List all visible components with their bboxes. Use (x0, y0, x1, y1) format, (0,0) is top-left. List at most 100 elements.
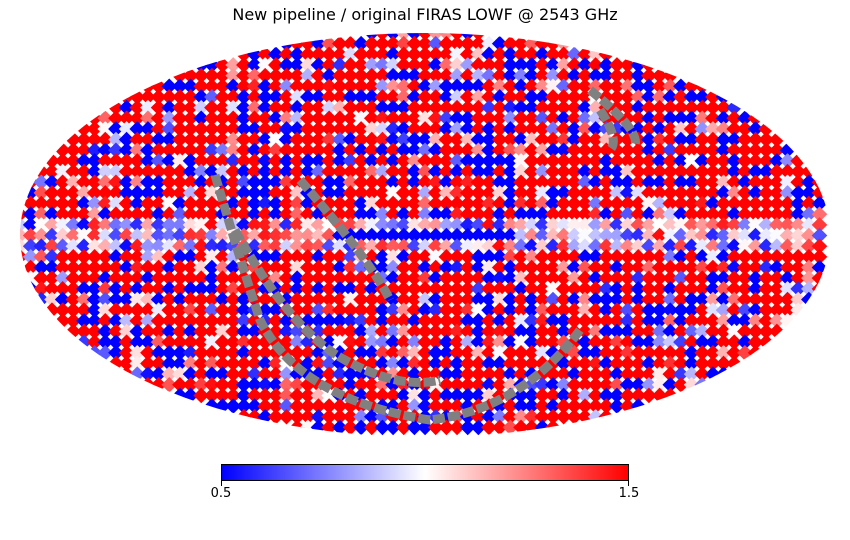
map-pixel (459, 227, 476, 244)
map-pixel (438, 174, 455, 191)
map-pixel (289, 99, 305, 116)
map-pixel (438, 302, 455, 318)
map-pixel (790, 185, 806, 201)
map-pixel (779, 270, 796, 286)
map-pixel (747, 217, 764, 233)
map-pixel (566, 57, 583, 73)
map-pixel (332, 35, 348, 52)
missing-data-stripe (587, 86, 640, 147)
map-pixel (449, 217, 465, 233)
map-pixel (44, 206, 60, 223)
map-pixel (268, 78, 284, 95)
map-pixel (577, 281, 593, 297)
map-pixel (577, 110, 593, 127)
map-pixel (459, 376, 476, 393)
map-pixel (523, 57, 540, 73)
map-pixel (726, 217, 743, 233)
map-pixel (619, 355, 636, 372)
map-pixel (76, 153, 92, 169)
map-pixel (449, 110, 465, 127)
map-pixel (214, 387, 231, 404)
map-pixel (236, 206, 252, 223)
map-pixel (737, 313, 753, 329)
map-pixel (342, 185, 359, 201)
map-pixel (417, 249, 433, 265)
map-pixel (150, 238, 167, 254)
map-pixel (278, 89, 295, 105)
map-pixel (566, 355, 583, 372)
map-pixel (619, 259, 636, 276)
map-pixel (737, 334, 753, 350)
map-pixel (427, 355, 444, 372)
map-pixel (641, 387, 657, 404)
map-pixel (715, 163, 732, 180)
map-pixel (758, 259, 774, 276)
map-pixel (598, 387, 615, 404)
map-pixel (694, 259, 711, 276)
map-pixel (651, 185, 668, 201)
map-pixel (481, 259, 497, 276)
map-pixel (502, 281, 519, 297)
map-pixel (534, 238, 551, 254)
map-pixel (161, 78, 178, 95)
map-pixel (513, 398, 529, 414)
map-pixel (587, 238, 604, 254)
map-pixel (246, 46, 263, 63)
map-pixel (673, 249, 689, 265)
map-pixel (651, 334, 668, 350)
map-pixel (662, 376, 679, 393)
map-pixel (705, 142, 721, 159)
colorbar-label-max: 1.5 (618, 486, 640, 501)
map-pixel (427, 121, 444, 137)
map-pixel (182, 99, 199, 116)
map-pixel (214, 121, 231, 137)
map-pixel (118, 302, 135, 318)
map-pixel (513, 323, 529, 340)
map-pixel (321, 35, 337, 52)
map-pixel (310, 387, 327, 404)
map-pixel (321, 227, 337, 244)
map-pixel (129, 345, 146, 361)
map-pixel (406, 163, 423, 180)
map-pixel (268, 345, 284, 361)
map-pixel (363, 334, 380, 350)
map-pixel (300, 259, 316, 276)
map-pixel (715, 355, 732, 372)
map-pixel (385, 302, 401, 318)
map-pixel (385, 366, 401, 382)
map-pixel (108, 131, 124, 148)
map-pixel (236, 185, 252, 201)
map-pixel (683, 323, 700, 340)
map-pixel (289, 142, 305, 159)
map-pixel (609, 355, 625, 372)
map-pixel (225, 302, 241, 318)
map-pixel (65, 174, 82, 191)
map-pixel (332, 46, 348, 63)
map-pixel (513, 89, 529, 105)
map-pixel (236, 89, 252, 105)
map-pixel (513, 366, 529, 382)
map-pixel (630, 313, 647, 329)
map-pixel (481, 121, 497, 137)
map-pixel (737, 142, 753, 159)
map-pixel (470, 355, 487, 372)
map-pixel (225, 376, 241, 393)
map-pixel (172, 227, 188, 244)
map-pixel (769, 131, 785, 148)
map-pixel (406, 281, 423, 297)
map-pixel (502, 334, 519, 350)
map-pixel (651, 249, 668, 265)
map-pixel (193, 195, 210, 212)
map-pixel (257, 121, 273, 137)
map-pixel (449, 67, 465, 84)
map-pixel (513, 195, 529, 212)
map-pixel (459, 249, 476, 265)
map-pixel (651, 238, 668, 254)
map-pixel (577, 185, 593, 201)
map-pixel (353, 89, 369, 105)
map-pixel (417, 121, 433, 137)
map-pixel (300, 281, 316, 297)
map-pixel (438, 291, 455, 308)
map-pixel (438, 249, 455, 265)
map-pixel (619, 398, 636, 414)
